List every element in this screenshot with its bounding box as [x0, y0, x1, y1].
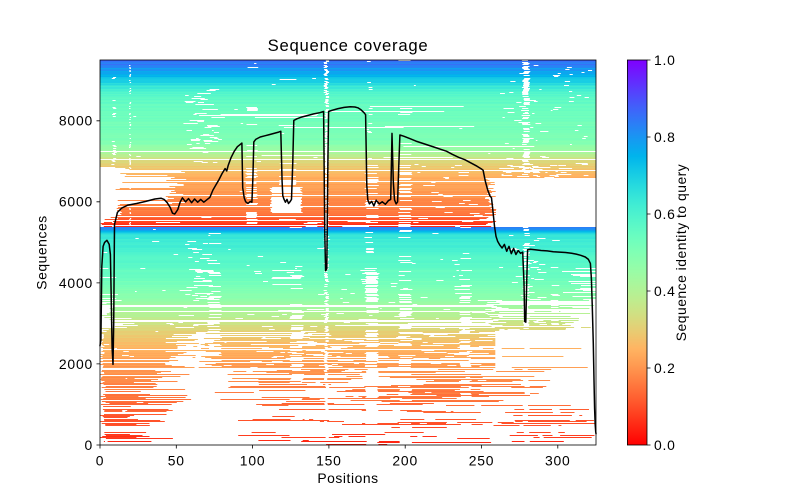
- svg-text:150: 150: [316, 452, 342, 468]
- svg-text:0.8: 0.8: [654, 129, 676, 145]
- svg-text:Sequence identity to query: Sequence identity to query: [673, 164, 689, 341]
- svg-text:0.0: 0.0: [654, 437, 676, 453]
- svg-text:100: 100: [240, 452, 266, 468]
- svg-text:6000: 6000: [59, 194, 93, 210]
- svg-text:8000: 8000: [59, 113, 93, 129]
- svg-text:250: 250: [469, 452, 495, 468]
- svg-text:Sequence coverage: Sequence coverage: [268, 36, 429, 55]
- svg-text:200: 200: [392, 452, 418, 468]
- svg-text:Sequences: Sequences: [34, 215, 50, 289]
- svg-text:0: 0: [84, 437, 93, 453]
- svg-text:1.0: 1.0: [654, 52, 676, 68]
- svg-text:50: 50: [168, 452, 185, 468]
- svg-text:300: 300: [545, 452, 571, 468]
- svg-text:0.4: 0.4: [654, 283, 676, 299]
- svg-text:Positions: Positions: [317, 470, 378, 486]
- svg-text:0: 0: [96, 452, 105, 468]
- svg-text:0.6: 0.6: [654, 206, 676, 222]
- svg-text:4000: 4000: [59, 275, 93, 291]
- svg-text:2000: 2000: [59, 356, 93, 372]
- svg-text:0.2: 0.2: [654, 360, 676, 376]
